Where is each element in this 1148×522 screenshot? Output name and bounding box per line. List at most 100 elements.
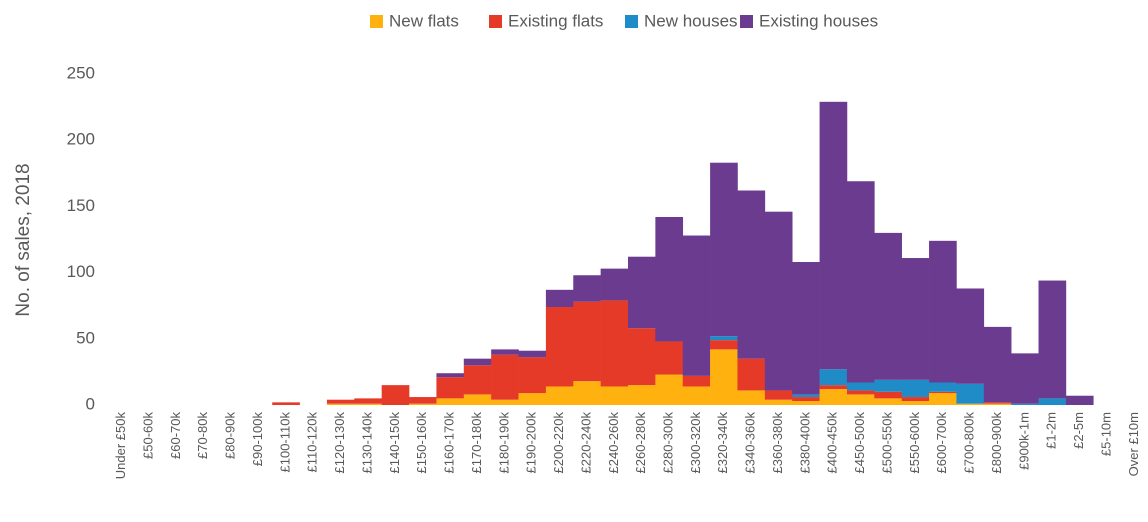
bar-segment [846,390,875,395]
bar-segment [956,288,985,384]
x-tick-label: Under £50k [113,412,128,480]
bar-segment [901,401,930,405]
x-tick-label: £700-800k [962,412,977,474]
x-tick-label: £190-200k [524,412,539,474]
x-tick-label: £5-10m [1098,412,1113,456]
x-tick-label: £360-380k [770,412,785,474]
bar-segment [1038,280,1067,399]
bar-segment [792,397,820,402]
bar-segment [792,262,820,395]
bar-segment [710,336,738,341]
bar-segment [929,240,957,383]
bar-segment [983,402,1012,404]
x-tick-label: £130-140k [359,412,374,474]
bar-segment [874,232,902,380]
bar-segment [1065,395,1094,405]
bar-segment [737,190,766,359]
bar-segment [956,383,985,404]
x-tick-label: £300-320k [688,412,703,474]
bar-segment [737,390,766,405]
bar-segment [764,399,793,405]
bar-segment [846,181,875,383]
x-tick-label: £260-280k [633,412,648,474]
x-tick-label: £50-60k [140,412,155,459]
bar-segment [682,375,711,387]
x-tick-label: £400-450k [825,412,840,474]
bar-segment [901,397,930,402]
x-tick-label: £70-80k [195,412,210,459]
bar-segment [272,402,300,405]
bar-segment [545,289,574,308]
x-tick-label: £140-150k [387,412,402,474]
bar-segment [682,386,711,405]
x-tick-label: £160-170k [442,412,457,474]
bar-segment [463,358,492,366]
bar-segment [1038,398,1067,405]
bar-segment [792,401,820,405]
bar-segment [463,365,492,395]
bar-segment [573,275,601,302]
bar-segment [436,373,465,378]
legend-label: Existing flats [508,11,603,30]
bar-segment [1011,353,1039,404]
x-tick-label: £2-5m [1071,412,1086,449]
x-tick-label: £500-550k [879,412,894,474]
x-tick-label: £550-600k [907,412,922,474]
bar-segment [600,386,629,405]
x-tick-label: £450-500k [852,412,867,474]
legend-swatch [370,15,383,28]
x-tick-label: Over £10m [1126,412,1141,476]
bar-segment [628,328,656,386]
legend-swatch [740,15,753,28]
x-tick-label: £80-90k [223,412,238,459]
x-tick-label: £380-400k [797,412,812,474]
bar-segment [491,399,519,405]
x-tick-label: £60-70k [168,412,183,459]
bar-segment [819,389,848,405]
bar-segment [573,301,601,382]
bar-segment [929,382,957,392]
bar-segment [874,398,902,405]
x-tick-label: £800-900k [989,412,1004,474]
bar-segment [764,211,793,391]
x-tick-label: £100-110k [277,412,292,473]
bar-segment [436,377,465,399]
bar-segment [764,390,793,400]
y-tick-label: 250 [67,63,95,82]
bar-segment [628,385,656,405]
x-tick-label: £1-2m [1044,412,1059,449]
x-tick-label: £320-340k [715,412,730,474]
bar-segment [573,381,601,405]
y-tick-label: 0 [86,394,95,413]
x-tick-label: £200-220k [551,412,566,474]
bar-segment [436,398,465,405]
bar-segment [600,268,629,301]
x-tick-label: £340-360k [743,412,758,474]
bar-segment [929,391,957,394]
x-tick-label: £90-100k [250,412,265,467]
bar-segment [901,258,930,380]
bar-segment [710,162,738,337]
bar-segment [491,349,519,355]
x-tick-label: £600-700k [934,412,949,474]
bar-segment [737,358,766,391]
bar-segment [655,374,684,405]
bar-segment [874,379,902,392]
y-tick-label: 150 [67,196,95,215]
bar-segment [600,300,629,387]
bar-segment [682,235,711,376]
bar-segment [354,403,382,405]
bar-segment [463,394,492,405]
bar-segment [1011,403,1039,405]
bar-segment [929,393,957,405]
bar-segment [655,216,684,342]
x-tick-label: £280-300k [660,412,675,474]
x-tick-label: £900k-1m [1016,412,1031,470]
x-tick-label: £220-240k [578,412,593,474]
bar-segment [409,397,437,404]
bar-segment [956,403,985,405]
bar-segment [545,307,574,387]
bar-segment [846,394,875,405]
bar-segment [628,256,656,329]
bar-segment [710,349,738,405]
